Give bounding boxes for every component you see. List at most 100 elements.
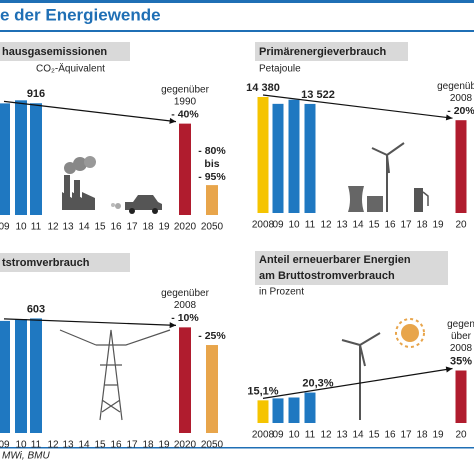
x-tick-label: 19	[432, 430, 444, 441]
change-label: bis	[204, 158, 219, 170]
bar	[272, 103, 284, 213]
bottom-rule	[0, 447, 474, 449]
bar	[0, 320, 10, 433]
value-label: 35%	[450, 355, 472, 367]
trend-arrowhead	[445, 114, 453, 121]
car-icon	[111, 195, 162, 214]
bar	[15, 100, 27, 215]
x-tick-label: 2050	[201, 440, 224, 451]
title-rule	[0, 30, 474, 32]
bar	[257, 97, 269, 213]
factory-icon	[62, 156, 96, 210]
reference-label: 1990	[174, 96, 197, 107]
source: MWi, BMU	[2, 451, 50, 462]
bar	[30, 318, 42, 433]
x-tick-label: 10	[288, 430, 300, 441]
x-tick-label: 10	[15, 222, 27, 233]
reference-label: gegenüber	[161, 288, 209, 299]
change-label: - 25%	[198, 330, 226, 342]
x-tick-label: 17	[400, 430, 412, 441]
x-tick-label: 15	[368, 430, 380, 441]
x-tick-label: 11	[305, 430, 316, 441]
change-label: - 80%	[198, 145, 226, 157]
reference-label: 2008	[174, 300, 197, 311]
x-tick-label: 09	[0, 440, 10, 451]
bar	[0, 103, 10, 215]
trend-arrow	[3, 100, 177, 123]
trend-arrow	[262, 94, 453, 119]
bar	[206, 185, 218, 215]
x-tick-label: 14	[78, 440, 90, 451]
power-plant-icon	[348, 142, 429, 212]
header-box	[255, 42, 408, 61]
x-tick-label: 13	[62, 222, 74, 233]
x-tick-label: 15	[94, 440, 106, 451]
x-tick-label: 14	[352, 430, 364, 441]
bar	[272, 398, 284, 423]
x-tick-label: 10	[288, 220, 300, 231]
panel-title: hausgasemissionen	[2, 46, 107, 58]
top-rule	[0, 0, 474, 3]
x-tick-label: 13	[62, 440, 74, 451]
x-tick-label: 12	[47, 440, 59, 451]
header-box	[0, 42, 130, 61]
value-label: 13 522	[301, 89, 335, 101]
panel-title: Primärenergieverbrauch	[259, 46, 386, 58]
x-tick-label: 20	[455, 430, 467, 441]
bar	[288, 99, 300, 213]
x-tick-label: 19	[158, 440, 170, 451]
x-tick-label: 16	[384, 430, 396, 441]
value-label: 14 380	[246, 82, 280, 94]
x-tick-label: 10	[15, 440, 27, 451]
bar	[455, 370, 467, 423]
reference-label: 2008	[450, 343, 473, 354]
change-label: - 95%	[198, 171, 226, 183]
bar	[304, 392, 316, 423]
panel-subtitle: Petajoule	[259, 64, 301, 75]
x-tick-label: 15	[94, 222, 106, 233]
x-tick-label: 18	[142, 222, 154, 233]
x-tick-label: 15	[368, 220, 380, 231]
x-tick-label: 2020	[174, 440, 197, 451]
x-tick-label: 2008	[252, 220, 275, 231]
value-label: 916	[27, 88, 45, 100]
x-tick-label: 09	[0, 222, 10, 233]
panel-title: tstromverbrauch	[2, 257, 90, 269]
x-tick-label: 2020	[174, 222, 197, 233]
panel-subtitle: in Prozent	[259, 287, 304, 298]
pylon-icon	[59, 329, 171, 421]
bar	[288, 397, 300, 423]
reference-label: gegenüber	[161, 84, 209, 95]
x-tick-label: 2050	[201, 222, 224, 233]
bar	[257, 400, 269, 423]
x-tick-label: 13	[336, 430, 348, 441]
header-box	[255, 251, 448, 285]
trend-arrow	[3, 318, 177, 326]
x-tick-label: 09	[272, 430, 284, 441]
x-tick-label: 19	[432, 220, 444, 231]
x-tick-label: 12	[320, 220, 332, 231]
trend-arrowhead	[445, 366, 453, 373]
trend-arrow	[262, 367, 453, 399]
bar	[206, 345, 218, 433]
trend-arrowhead	[169, 322, 176, 329]
x-tick-label: 14	[352, 220, 364, 231]
reference-label: 2008	[450, 93, 473, 104]
x-tick-label: 14	[78, 222, 90, 233]
x-tick-label: 09	[272, 220, 284, 231]
trend-arrowhead	[169, 117, 176, 124]
x-tick-label: 16	[110, 222, 122, 233]
x-tick-label: 2008	[252, 430, 275, 441]
bar	[179, 123, 191, 215]
change-label: - 10%	[171, 312, 199, 324]
reference-label: gegen	[447, 319, 474, 330]
value-label: 20,3%	[302, 377, 333, 389]
bar	[304, 103, 316, 213]
x-tick-label: 11	[305, 220, 316, 231]
bar	[179, 327, 191, 433]
x-tick-label: 17	[126, 440, 138, 451]
x-tick-label: 12	[47, 222, 59, 233]
x-tick-label: 18	[142, 440, 154, 451]
